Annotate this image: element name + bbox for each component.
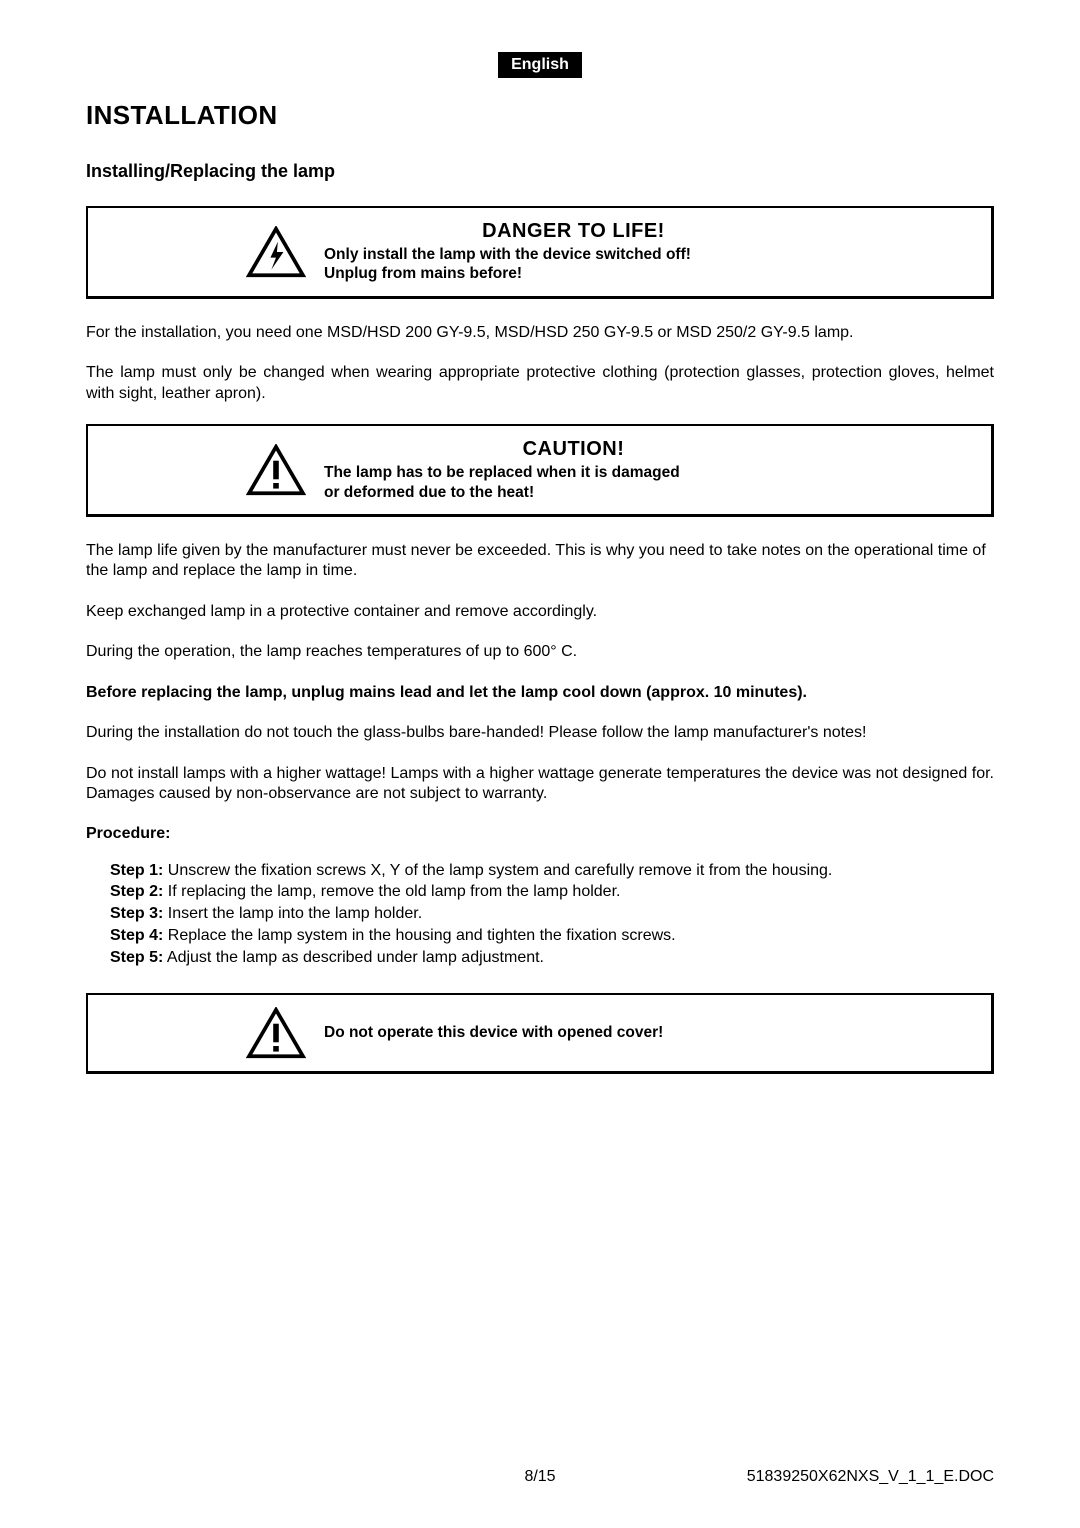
document-page: English INSTALLATION Installing/Replacin…: [0, 0, 1080, 1528]
step-text: If replacing the lamp, remove the old la…: [163, 883, 620, 900]
language-label: English: [498, 52, 582, 78]
step-row: Step 2: If replacing the lamp, remove th…: [110, 882, 994, 903]
step-label: Step 4:: [110, 927, 163, 944]
step-text: Insert the lamp into the lamp holder.: [163, 905, 422, 922]
step-row: Step 4: Replace the lamp system in the h…: [110, 926, 994, 947]
caution-line-2: or deformed due to the heat!: [324, 483, 973, 502]
document-id: 51839250X62NXS_V_1_1_E.DOC: [691, 1468, 994, 1486]
exclamation-warning-icon: [246, 1007, 306, 1059]
step-text: Unscrew the fixation screws X, Y of the …: [163, 862, 832, 879]
caution-warning-box: CAUTION! The lamp has to be replaced whe…: [86, 424, 994, 517]
caution-line-1: The lamp has to be replaced when it is d…: [324, 463, 973, 482]
exclamation-warning-icon: [246, 444, 306, 496]
step-label: Step 3:: [110, 905, 163, 922]
opened-cover-warning-box: Do not operate this device with opened c…: [86, 993, 994, 1074]
opened-cover-warning-text: Do not operate this device with opened c…: [324, 1011, 973, 1055]
footer-spacer: [86, 1468, 389, 1486]
para-protective-clothing: The lamp must only be changed when weari…: [86, 363, 994, 404]
page-number: 8/15: [389, 1468, 692, 1486]
para-lamp-life: The lamp life given by the manufacturer …: [86, 541, 994, 582]
para-temperature: During the operation, the lamp reaches t…: [86, 642, 994, 662]
danger-line-2: Unplug from mains before!: [324, 264, 973, 283]
procedure-label: Procedure:: [86, 825, 994, 843]
step-text: Adjust the lamp as described under lamp …: [163, 949, 544, 966]
danger-line-1: Only install the lamp with the device sw…: [324, 245, 973, 264]
danger-title: DANGER TO LIFE!: [324, 220, 823, 243]
step-label: Step 5:: [110, 949, 163, 966]
step-row: Step 3: Insert the lamp into the lamp ho…: [110, 904, 994, 925]
sub-title: Installing/Replacing the lamp: [86, 161, 994, 182]
opened-cover-line: Do not operate this device with opened c…: [324, 1023, 973, 1042]
para-installation-need: For the installation, you need one MSD/H…: [86, 323, 994, 343]
danger-warning-box: DANGER TO LIFE! Only install the lamp wi…: [86, 206, 994, 299]
para-do-not-touch: During the installation do not touch the…: [86, 723, 994, 743]
step-label: Step 2:: [110, 883, 163, 900]
electric-shock-warning-icon: [246, 226, 306, 278]
caution-warning-text: CAUTION! The lamp has to be replaced whe…: [324, 438, 973, 502]
step-text: Replace the lamp system in the housing a…: [163, 927, 675, 944]
para-before-replacing: Before replacing the lamp, unplug mains …: [86, 683, 994, 703]
page-footer: 8/15 51839250X62NXS_V_1_1_E.DOC: [86, 1468, 994, 1486]
danger-warning-text: DANGER TO LIFE! Only install the lamp wi…: [324, 220, 973, 284]
step-row: Step 5: Adjust the lamp as described und…: [110, 948, 994, 969]
step-label: Step 1:: [110, 862, 163, 879]
caution-title: CAUTION!: [324, 438, 823, 461]
para-keep-exchanged: Keep exchanged lamp in a protective cont…: [86, 602, 994, 622]
step-row: Step 1: Unscrew the fixation screws X, Y…: [110, 861, 994, 882]
para-no-higher-wattage: Do not install lamps with a higher watta…: [86, 764, 994, 805]
procedure-steps: Step 1: Unscrew the fixation screws X, Y…: [110, 861, 994, 969]
section-title: INSTALLATION: [86, 100, 994, 131]
